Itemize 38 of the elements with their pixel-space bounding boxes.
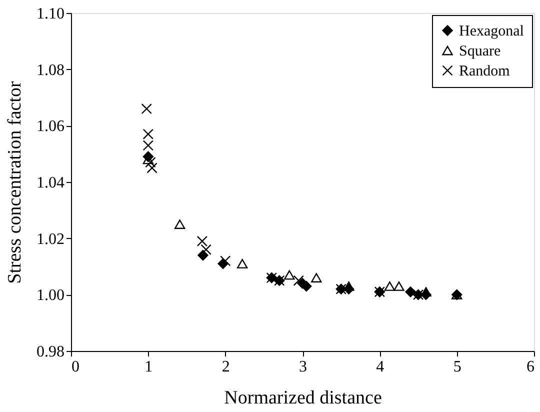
point <box>142 140 154 151</box>
legend-label: Random <box>459 64 510 80</box>
y-tick-label: 1.00 <box>36 287 64 304</box>
legend-label: Hexagonal <box>459 24 524 40</box>
y-tick-label: 0.98 <box>36 344 64 360</box>
point <box>284 270 295 280</box>
point <box>220 256 231 266</box>
x-tick-label: 0 <box>72 358 80 376</box>
x-tick-label: 6 <box>526 358 534 376</box>
x-tick-label: 5 <box>453 358 462 376</box>
point <box>293 275 304 286</box>
y-tick-label: 1.08 <box>36 62 64 79</box>
legend-label: Square <box>459 44 501 60</box>
x-tick-label: 4 <box>376 358 384 376</box>
point <box>141 103 152 114</box>
y-tick-label: 1.06 <box>36 118 64 136</box>
point <box>196 236 208 246</box>
point <box>394 282 404 291</box>
point <box>420 287 432 297</box>
x-tick-label: 1 <box>144 358 153 376</box>
point <box>236 258 248 268</box>
point <box>142 128 154 140</box>
point <box>145 156 156 168</box>
y-tick-label: 1.02 <box>36 230 64 248</box>
x-tick-label: 3 <box>299 358 307 376</box>
point <box>384 282 396 291</box>
point <box>200 244 212 255</box>
point <box>198 250 208 261</box>
point <box>174 220 186 229</box>
point <box>405 286 416 298</box>
point <box>343 282 354 291</box>
point <box>311 273 322 282</box>
x-tick-label: 2 <box>222 358 230 376</box>
point <box>146 162 158 174</box>
y-axis-title: Stress concentration factor <box>4 80 26 284</box>
x-axis-title: Normarized distance <box>224 388 382 408</box>
y-tick-label: 1.04 <box>36 174 64 192</box>
y-tick-label: 1.10 <box>36 6 64 22</box>
